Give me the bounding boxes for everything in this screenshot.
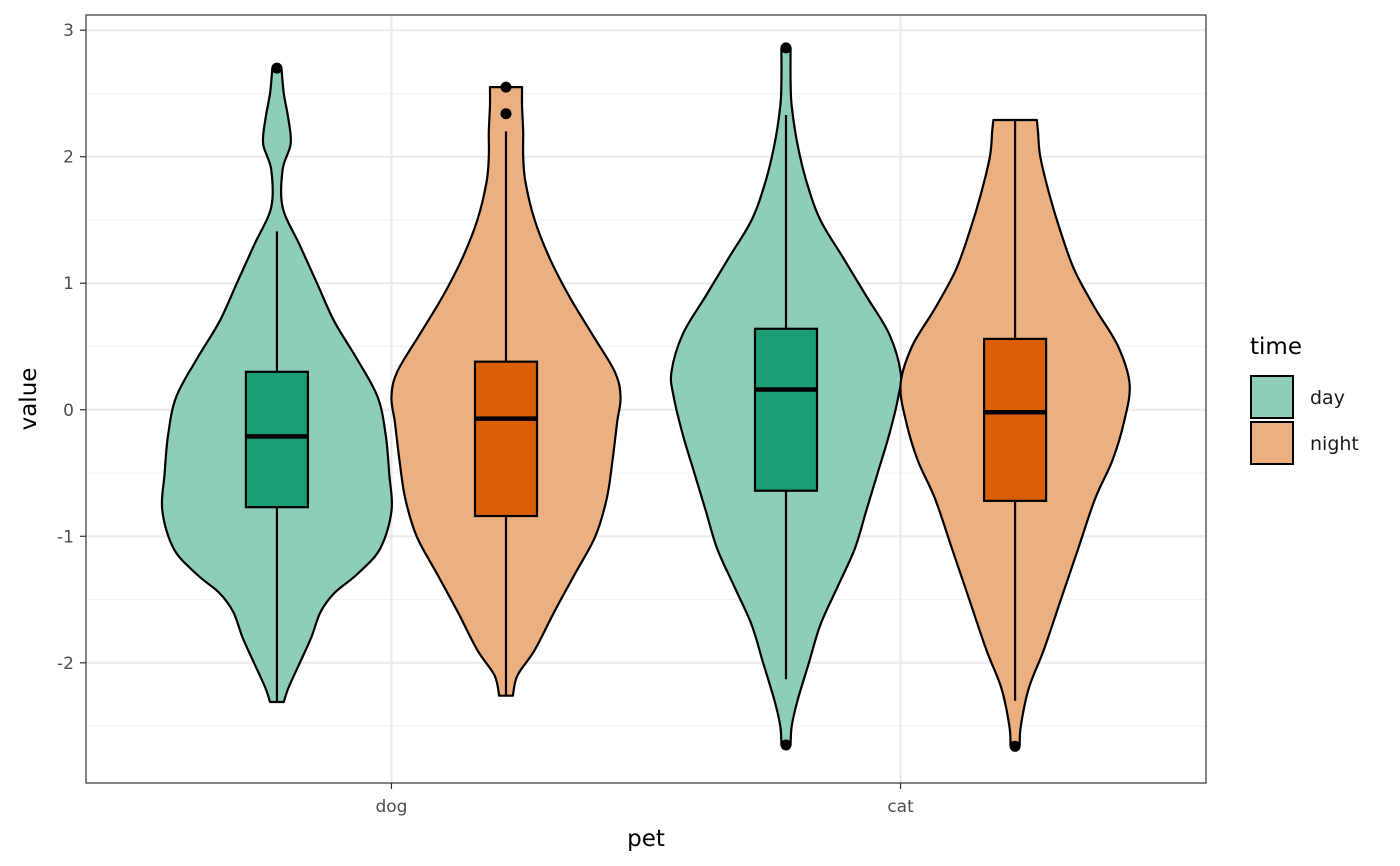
outlier-point <box>1009 740 1021 752</box>
box-night-dog <box>473 360 539 518</box>
y-axis-title: value <box>16 368 42 431</box>
outlier-point <box>271 62 283 74</box>
boxplots <box>244 42 1048 752</box>
outlier-point <box>500 108 512 120</box>
legend-key-night <box>1250 421 1294 465</box>
legend-key-day <box>1250 375 1294 419</box>
x-tick-label-cat: cat <box>887 797 914 817</box>
box-day-dog <box>244 370 310 509</box>
legend-title: time <box>1250 334 1302 360</box>
y-tick-label: 2 <box>63 148 74 168</box>
y-tick-label: 1 <box>63 274 74 294</box>
x-tick-label-dog: dog <box>375 797 407 817</box>
legend-label-day: day <box>1310 387 1345 409</box>
y-tick-label: 0 <box>63 401 74 421</box>
box-day-cat <box>753 327 819 492</box>
legend: time day night <box>1250 334 1359 465</box>
outlier-point <box>780 739 792 751</box>
outlier-point <box>500 81 512 93</box>
outlier-point <box>780 42 792 54</box>
box-night-cat <box>982 337 1048 502</box>
y-tick-label: -2 <box>57 654 74 674</box>
y-tick-label: -1 <box>57 527 74 547</box>
plot-panel-border <box>85 14 1207 784</box>
x-axis: dog cat <box>375 783 914 817</box>
legend-label-night: night <box>1310 433 1359 455</box>
x-axis-title: pet <box>627 826 665 852</box>
y-axis: -2 -1 0 1 2 3 <box>57 21 86 674</box>
y-tick-label: 3 <box>63 21 74 41</box>
